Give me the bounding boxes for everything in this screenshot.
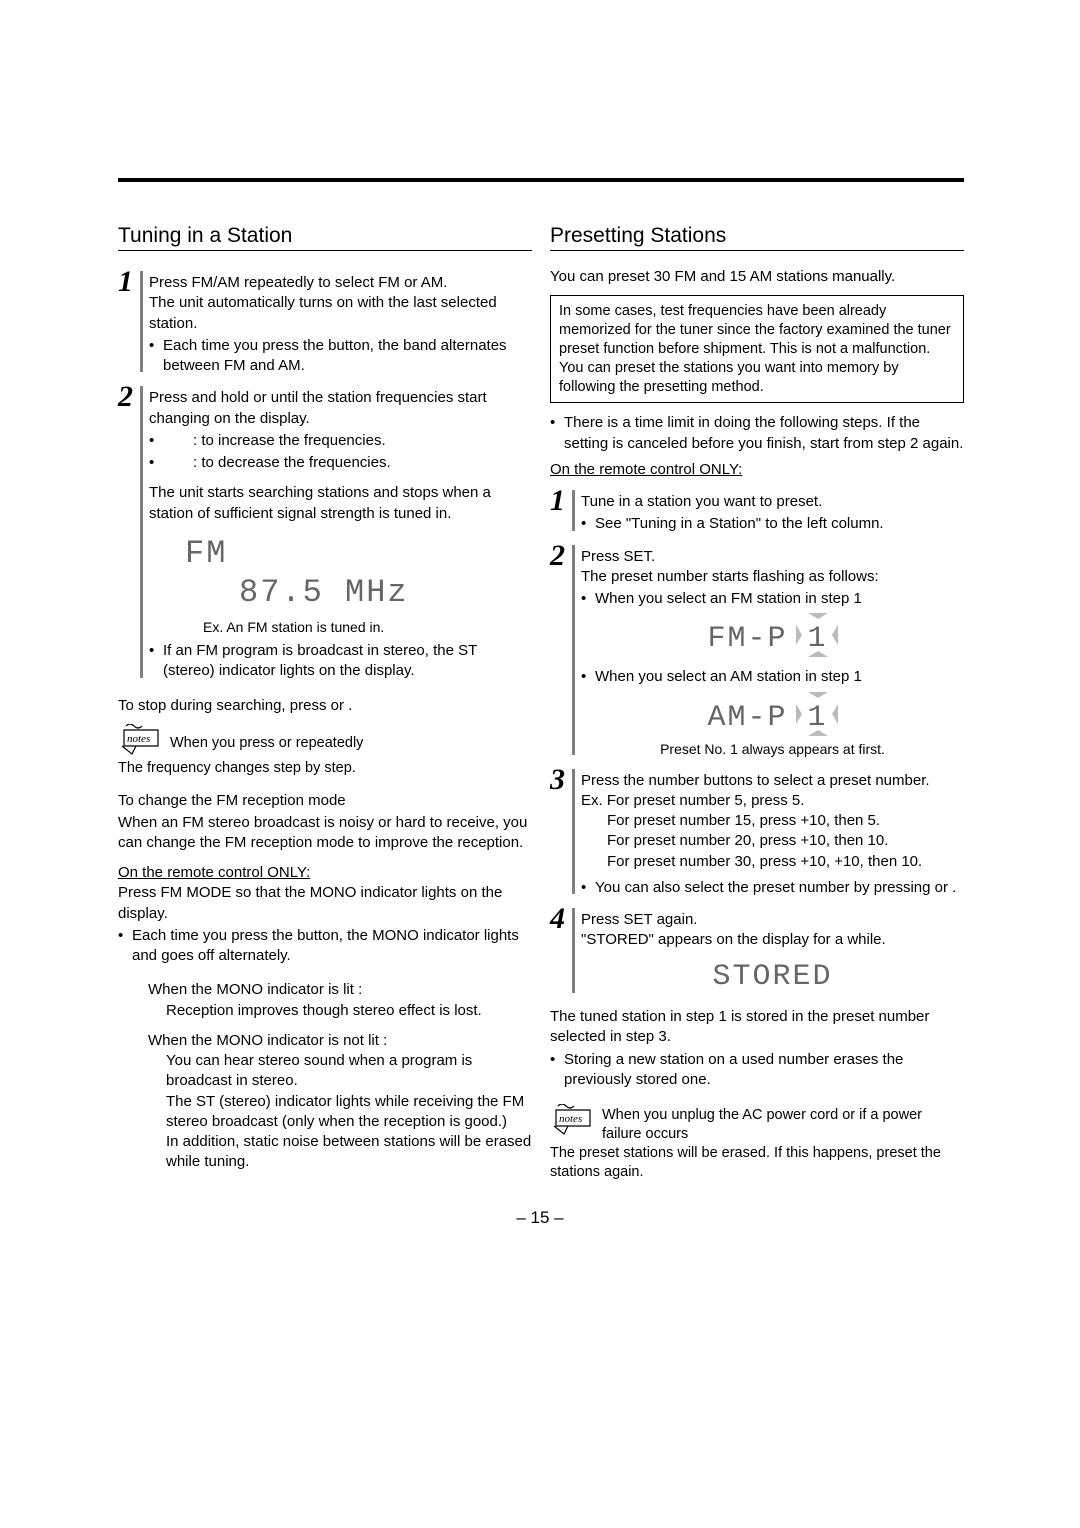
lcd-display-fmp: FM-P 1 xyxy=(708,613,838,657)
lcd-display-amp: AM-P 1 xyxy=(708,692,838,736)
step-number: 2 xyxy=(118,382,140,412)
mono-lit-block: When the MONO indicator is lit : Recepti… xyxy=(118,980,532,1021)
bullet: : to increase the frequencies. xyxy=(163,432,386,449)
notes-icon: notes xyxy=(550,1104,596,1141)
lcd-preset: AM-P 1 xyxy=(708,698,828,739)
step-text: The unit starts searching stations and s… xyxy=(149,483,532,524)
step-text: Ex. For preset number 5, press 5. xyxy=(581,791,964,811)
preset-step-1: 1 Tune in a station you want to preset. … xyxy=(550,486,964,535)
step-number: 1 xyxy=(550,486,572,516)
step-bar xyxy=(572,490,575,531)
notes-heading: When you press or repeatedly xyxy=(170,724,363,753)
step-bar xyxy=(572,769,575,895)
step-number: 1 xyxy=(118,267,140,297)
right-column: Presetting Stations You can preset 30 FM… xyxy=(550,224,964,1181)
bullet: See "Tuning in a Station" to the left co… xyxy=(581,514,964,534)
left-column: Tuning in a Station 1 Press FM/AM repeat… xyxy=(118,224,532,1181)
step-body: Press FM/AM repeatedly to select FM or A… xyxy=(149,267,532,376)
bullet: When you select an AM station in step 1 xyxy=(581,667,964,687)
lcd-frequency: 87.5 MHz xyxy=(239,571,532,614)
lcd-caption: Ex. An FM station is tuned in. xyxy=(203,618,532,637)
step-text: Press FM/AM repeatedly to select FM or A… xyxy=(149,273,532,293)
mono-notlit-body: In addition, static noise between statio… xyxy=(148,1132,532,1173)
step-bar xyxy=(572,545,575,755)
fm-mode-text: When an FM stereo broadcast is noisy or … xyxy=(118,813,532,854)
step-bar xyxy=(140,271,143,372)
time-limit-note: There is a time limit in doing the follo… xyxy=(550,413,964,454)
step-body: Press and hold or until the station freq… xyxy=(149,382,532,681)
step-body: Press the number buttons to select a pre… xyxy=(581,765,964,899)
step-text: Press the number buttons to select a pre… xyxy=(581,771,964,791)
lcd-band: FM xyxy=(185,532,532,575)
step-text: Press SET. xyxy=(581,547,964,567)
tuning-step-1: 1 Press FM/AM repeatedly to select FM or… xyxy=(118,267,532,376)
manual-page: Tuning in a Station 1 Press FM/AM repeat… xyxy=(0,0,1080,1528)
notes-text: When you press or repeatedly xyxy=(170,724,363,753)
factory-note-box: In some cases, test frequencies have bee… xyxy=(550,295,964,403)
fm-mode-text: Press FM MODE so that the MONO indicator… xyxy=(118,883,532,924)
stored-explanation: The tuned station in step 1 is stored in… xyxy=(550,1007,964,1048)
step-text: Press and hold or until the station freq… xyxy=(149,388,532,429)
two-column-layout: Tuning in a Station 1 Press FM/AM repeat… xyxy=(118,224,964,1181)
bullet: : to decrease the frequencies. xyxy=(163,454,391,471)
step-number: 3 xyxy=(550,765,572,795)
fm-mode-heading: To change the FM reception mode xyxy=(118,792,532,809)
preset-caption: Preset No. 1 always appears at first. xyxy=(581,740,964,759)
remote-only-label: On the remote control ONLY: xyxy=(550,460,964,480)
notes-block: notes When you press or repeatedly xyxy=(118,724,532,761)
mono-notlit-block: When the MONO indicator is not lit : You… xyxy=(118,1031,532,1173)
step-text: For preset number 20, press +10, then 10… xyxy=(581,831,964,851)
step-bar xyxy=(572,908,575,993)
top-rule xyxy=(118,178,964,182)
step-text: "STORED" appears on the display for a wh… xyxy=(581,930,964,950)
bullet: When you select an FM station in step 1 xyxy=(581,589,964,609)
bullet: If an FM program is broadcast in stereo,… xyxy=(149,641,532,682)
bullet: Storing a new station on a used number e… xyxy=(550,1050,964,1091)
section-title-presetting: Presetting Stations xyxy=(550,224,964,251)
lcd-stored: STORED xyxy=(581,957,964,998)
step-text: For preset number 15, press +10, then 5. xyxy=(581,811,964,831)
preset-step-3: 3 Press the number buttons to select a p… xyxy=(550,765,964,899)
mono-lit-body: Reception improves though stereo effect … xyxy=(148,1001,532,1021)
step-text: Press SET again. xyxy=(581,910,964,930)
page-number: – 15 – xyxy=(0,1208,1080,1228)
mono-lit-heading: When the MONO indicator is lit : xyxy=(148,980,532,1000)
preset-step-4: 4 Press SET again. "STORED" appears on t… xyxy=(550,904,964,997)
notes-body: The preset stations will be erased. If t… xyxy=(550,1144,964,1182)
step-body: Press SET again. "STORED" appears on the… xyxy=(581,904,964,997)
step-text: Tune in a station you want to preset. xyxy=(581,492,964,512)
notes-block: notes When you unplug the AC power cord … xyxy=(550,1104,964,1144)
bullet: Each time you press the button, the MONO… xyxy=(118,926,532,967)
preset-step-2: 2 Press SET. The preset number starts fl… xyxy=(550,541,964,759)
step-number: 2 xyxy=(550,541,572,571)
preset-intro: You can preset 30 FM and 15 AM stations … xyxy=(550,267,964,287)
mono-notlit-body: You can hear stereo sound when a program… xyxy=(148,1051,532,1092)
tuning-step-2: 2 Press and hold or until the station fr… xyxy=(118,382,532,681)
notes-heading: When you unplug the AC power cord or if … xyxy=(602,1104,964,1144)
mono-notlit-body: The ST (stereo) indicator lights while r… xyxy=(148,1092,532,1133)
step-number: 4 xyxy=(550,904,572,934)
bullet: Each time you press the button, the band… xyxy=(149,336,532,377)
lcd-preset: FM-P 1 xyxy=(708,619,828,660)
notes-icon: notes xyxy=(118,724,164,761)
step-text: The unit automatically turns on with the… xyxy=(149,293,532,334)
section-title-tuning: Tuning in a Station xyxy=(118,224,532,251)
lcd-display: FM 87.5 MHz xyxy=(185,532,532,614)
bullet: You can also select the preset number by… xyxy=(581,878,964,898)
stop-searching-text: To stop during searching, press or . xyxy=(118,696,532,716)
step-text: For preset number 30, press +10, +10, th… xyxy=(581,852,964,872)
step-body: Tune in a station you want to preset. Se… xyxy=(581,486,964,535)
step-bar xyxy=(140,386,143,677)
remote-only-label: On the remote control ONLY: xyxy=(118,863,532,883)
notes-body: The frequency changes step by step. xyxy=(118,759,532,778)
step-body: Press SET. The preset number starts flas… xyxy=(581,541,964,759)
step-text: The preset number starts flashing as fol… xyxy=(581,567,964,587)
mono-notlit-heading: When the MONO indicator is not lit : xyxy=(148,1031,532,1051)
svg-text:notes: notes xyxy=(559,1113,582,1125)
svg-text:notes: notes xyxy=(127,733,150,745)
